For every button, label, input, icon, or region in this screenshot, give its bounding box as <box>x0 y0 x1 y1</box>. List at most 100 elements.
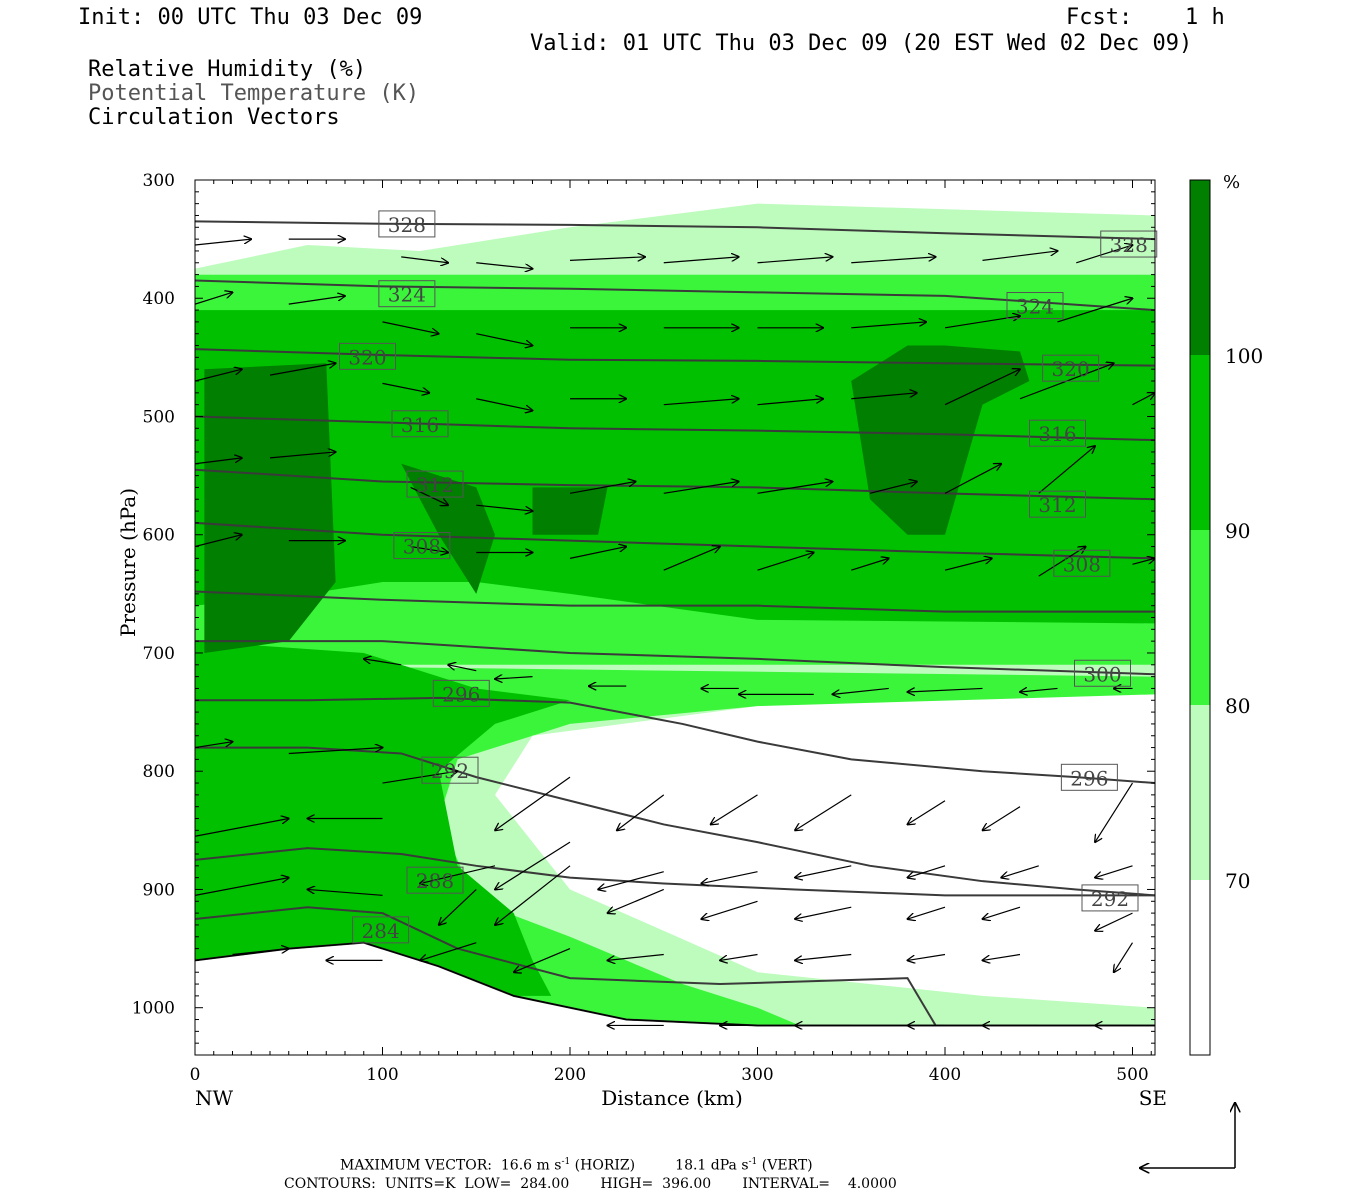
contour-label-box <box>378 210 436 238</box>
circulation-vector <box>908 688 983 692</box>
y-tick-label: 800 <box>143 762 175 782</box>
y-tick-label: 400 <box>143 289 175 309</box>
circulation-vector <box>476 262 532 269</box>
circulation-vector <box>608 953 664 960</box>
contour-label-box <box>393 532 451 560</box>
circulation-vector <box>908 800 946 825</box>
circulation-vector <box>476 333 532 346</box>
circulation-vector <box>663 482 739 494</box>
colorbar-level-label: 90 <box>1225 519 1250 543</box>
contour-label: 320 <box>348 345 386 369</box>
circulation-vector <box>495 841 571 889</box>
x-right-end-label: SE <box>1139 1086 1167 1110</box>
circulation-vector <box>1038 547 1086 577</box>
contour-label-box <box>406 866 464 894</box>
circulation-vector <box>476 504 532 511</box>
circulation-vector <box>1114 942 1134 973</box>
theta-contour-320 <box>195 348 1155 367</box>
circulation-vector <box>795 865 852 878</box>
theta-contours <box>195 220 1155 1027</box>
circulation-vector <box>701 871 758 884</box>
theta-contour-unlabeled-7 <box>195 521 1155 560</box>
circulation-vector <box>448 665 477 672</box>
circulation-vector <box>364 659 402 666</box>
contour-label-box <box>1006 292 1064 320</box>
x-tick-label: 400 <box>929 1065 961 1085</box>
contour-label: 324 <box>388 283 426 307</box>
colorbar-swatch <box>1190 355 1210 530</box>
circulation-vector <box>420 942 477 961</box>
colorbar-swatch <box>1190 530 1210 705</box>
vector-scale-key <box>1140 1103 1235 1168</box>
contour-label-box <box>352 916 410 944</box>
circulation-vector <box>410 545 449 553</box>
contour-label-box <box>391 410 449 438</box>
circulation-vector <box>757 552 814 571</box>
circulation-vector <box>195 458 242 465</box>
forecast-hour-value: 1 h <box>1185 5 1225 30</box>
rh-region-9 <box>532 487 608 535</box>
theta-contour-288 <box>195 906 937 1026</box>
max-horiz-value: 16.6 m s <box>500 1157 562 1174</box>
circulation-vector <box>983 906 1021 919</box>
low-value: 284.00 <box>520 1176 570 1192</box>
y-axis-label: Pressure (hPa) <box>116 488 140 637</box>
contour-label-box <box>1074 659 1131 687</box>
x-axis-label: Distance (km) <box>601 1086 743 1110</box>
circulation-vector <box>569 482 636 494</box>
contour-label: 292 <box>1091 887 1129 911</box>
circulation-vector <box>232 949 289 956</box>
circulation-vector <box>410 486 449 505</box>
x-tick-label: 0 <box>190 1065 201 1085</box>
theta-contour-312 <box>195 468 1155 501</box>
rh-shading <box>195 180 1155 1055</box>
contour-label-box <box>1029 419 1086 447</box>
circulation-vector <box>195 535 242 548</box>
field-vectors-title: Circulation Vectors <box>88 105 340 130</box>
theta-contour-308 <box>195 590 1155 613</box>
circulation-vector <box>608 888 664 913</box>
contour-label: 296 <box>442 682 480 706</box>
contour-info-line: CONTOURS: UNITS=K LOW= 284.00 HIGH= 396.… <box>284 1176 897 1192</box>
circulation-vector <box>195 369 242 382</box>
circulation-vector <box>944 558 992 571</box>
y-tick-label: 900 <box>143 880 175 900</box>
contour-label-box <box>406 470 464 498</box>
axes: 300 400 500 600 700 800 900 1000 0 100 200 300 400 50… <box>116 171 1167 1110</box>
horiz-exponent: -1 <box>561 1157 571 1167</box>
circulation-vector <box>382 771 458 784</box>
contours-label: CONTOURS: <box>284 1176 376 1192</box>
high-label: HIGH= <box>600 1176 654 1192</box>
max-vector-line: MAXIMUM VECTOR: 16.6 m s-1 (HORIZ) 18.1 … <box>340 1157 813 1174</box>
circulation-vector <box>851 257 935 264</box>
circulation-vector <box>401 256 448 263</box>
circulation-vector <box>1020 688 1058 692</box>
circulation-vector <box>757 482 833 494</box>
circulation-vector <box>476 398 532 411</box>
theta-contour-296 <box>195 746 1155 897</box>
circulation-vector <box>195 742 233 749</box>
colorbar-unit-label: % <box>1223 172 1240 193</box>
theta-contour-316 <box>195 415 1155 442</box>
circulation-vector <box>195 239 251 246</box>
circulation-vector <box>795 794 852 830</box>
circulation-vector <box>851 558 889 571</box>
circulation-vector <box>701 900 758 919</box>
circulation-vector <box>982 251 1058 262</box>
contour-label: 312 <box>416 473 454 497</box>
circulation-vector <box>944 369 1020 406</box>
forecast-hour-label: Fcst: <box>1066 5 1133 30</box>
x-tick-label: 200 <box>554 1065 586 1085</box>
colorbar-swatch <box>1190 880 1210 1055</box>
circulation-vector <box>495 865 571 925</box>
contour-label-box <box>432 679 490 707</box>
contour-label-box <box>378 280 436 308</box>
circulation-vector <box>663 547 720 571</box>
circulation-vector <box>663 399 739 406</box>
contour-label: 312 <box>1038 493 1076 517</box>
circulation-vector <box>908 865 946 878</box>
contour-labels: 328 328 324 324 320 320 316 316 312 312 308 308 300 2… <box>339 210 1158 944</box>
circulation-vector <box>663 257 739 264</box>
circulation-vector <box>382 382 430 392</box>
